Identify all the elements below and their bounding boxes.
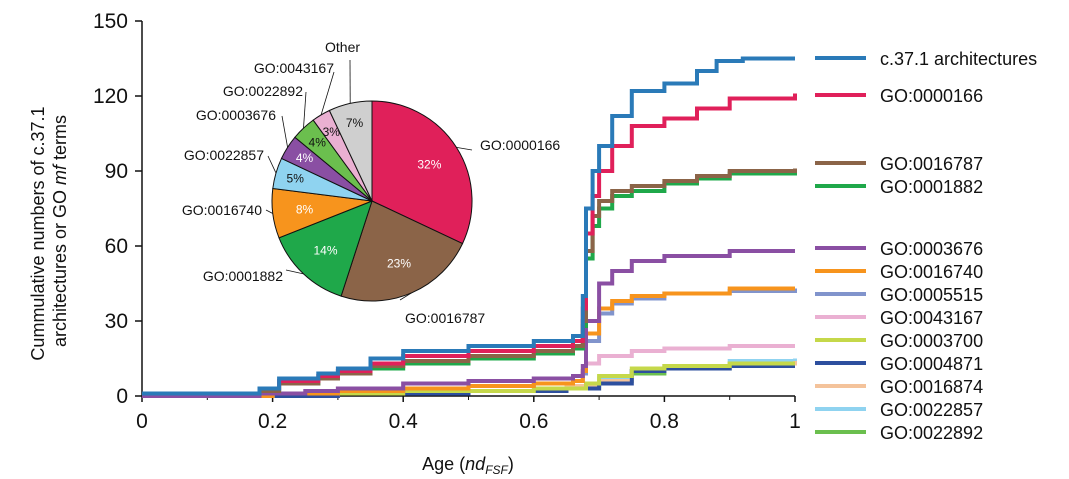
y-tick-label: 60 [105,235,128,258]
legend-item: GO:0004871 [815,354,983,374]
pie-percent-label: 7% [346,116,364,130]
pie-chart: 32% GO:0000166 23% GO:0016787 14% GO:0001882 8… [182,39,561,326]
pie-percent-label: 14% [313,244,337,258]
pie-percent-label: 3% [323,125,341,139]
legend-item: c.37.1 architectures [815,49,1037,69]
pie-label: GO:0022857 [184,147,264,163]
x-tick-label: 1 [789,410,801,433]
pie-percent-label: 32% [417,158,441,172]
legend-item: GO:0001882 [815,177,983,197]
pie-percent-label: 8% [296,203,314,217]
pie-label: GO:0001882 [203,268,283,284]
legend-label: GO:0003676 [880,239,983,259]
y-tick-label: 150 [93,10,128,33]
pie-label: GO:0022892 [223,83,303,99]
legend-label: GO:0005515 [880,285,983,305]
pie-percent-label: 4% [296,151,314,165]
pie-label: GO:0016787 [405,310,485,326]
x-tick-label: 0.8 [650,410,679,433]
legend: c.37.1 architectures GO:0000166 GO:0016787… [815,49,1037,443]
pie-leader-line [265,209,273,214]
legend-item: GO:0016874 [815,377,983,397]
series-line-go-0003700 [142,361,795,398]
pie-label: GO:0003676 [196,107,276,123]
legend-label: GO:0043167 [880,308,983,328]
legend-item: GO:0005515 [815,285,983,305]
x-tick-label: 0 [136,410,148,433]
legend-label: GO:0004871 [880,354,983,374]
legend-label: GO:0001882 [880,177,983,197]
pie-percent-label: 23% [387,256,411,270]
pie-label: Other [325,39,360,55]
pie-label: GO:0000166 [480,137,560,153]
legend-item: GO:0022892 [815,423,983,443]
series-line-go-0000166 [142,93,797,396]
x-axis-title: Age (ndFSF) [422,454,514,477]
pie-leader-line [320,71,335,116]
axes: 0 30 60 90 120 150 0 0.2 0.4 0.6 0.8 1 [93,10,801,433]
pie-percent-label: 4% [309,136,327,150]
pie-slice-go-0001882 [278,200,373,297]
pie-label: GO:0043167 [254,60,334,76]
legend-item: GO:0003676 [815,239,983,259]
legend-label: GO:0022857 [880,400,983,420]
pie-label: GO:0016740 [182,202,262,218]
series-line-go-0016787 [142,168,797,396]
legend-label: GO:0003700 [880,331,983,351]
series-lines [142,56,797,398]
pie-leader-line [303,91,307,129]
pie-leader-line [285,269,304,275]
legend-label: GO:0000166 [880,86,983,106]
pie-slice-go-0016787 [340,200,464,302]
pie-leader-line [267,155,277,174]
legend-item: GO:0043167 [815,308,983,328]
y-tick-label: 120 [93,85,128,108]
legend-label: GO:0016787 [880,154,983,174]
x-tick-label: 0.4 [389,410,419,433]
legend-item: GO:0000166 [815,86,983,106]
pie-percent-label: 5% [287,172,305,186]
y-axis-title: Cummulative numbers of c.37.1 architectu… [28,101,70,360]
pie-leader-line [456,147,473,151]
pie-leader-line [399,292,412,301]
legend-item: GO:0022857 [815,400,983,420]
y-tick-label: 0 [116,385,128,408]
legend-label: GO:0016740 [880,262,983,282]
series-line-c-37-1-architectures [142,56,795,396]
x-tick-label: 0.6 [519,410,548,433]
legend-label: GO:0022892 [880,423,983,443]
x-tick-label: 0.2 [258,410,287,433]
y-tick-label: 30 [105,310,128,333]
pie-leader-line [281,115,288,148]
legend-item: GO:0016740 [815,262,983,282]
y-tick-label: 90 [105,160,128,183]
series-line-go-0003676 [142,249,795,398]
legend-label: GO:0016874 [880,377,983,397]
legend-item: GO:0016787 [815,154,983,174]
legend-item: GO:0003700 [815,331,983,351]
legend-label: c.37.1 architectures [880,49,1037,69]
